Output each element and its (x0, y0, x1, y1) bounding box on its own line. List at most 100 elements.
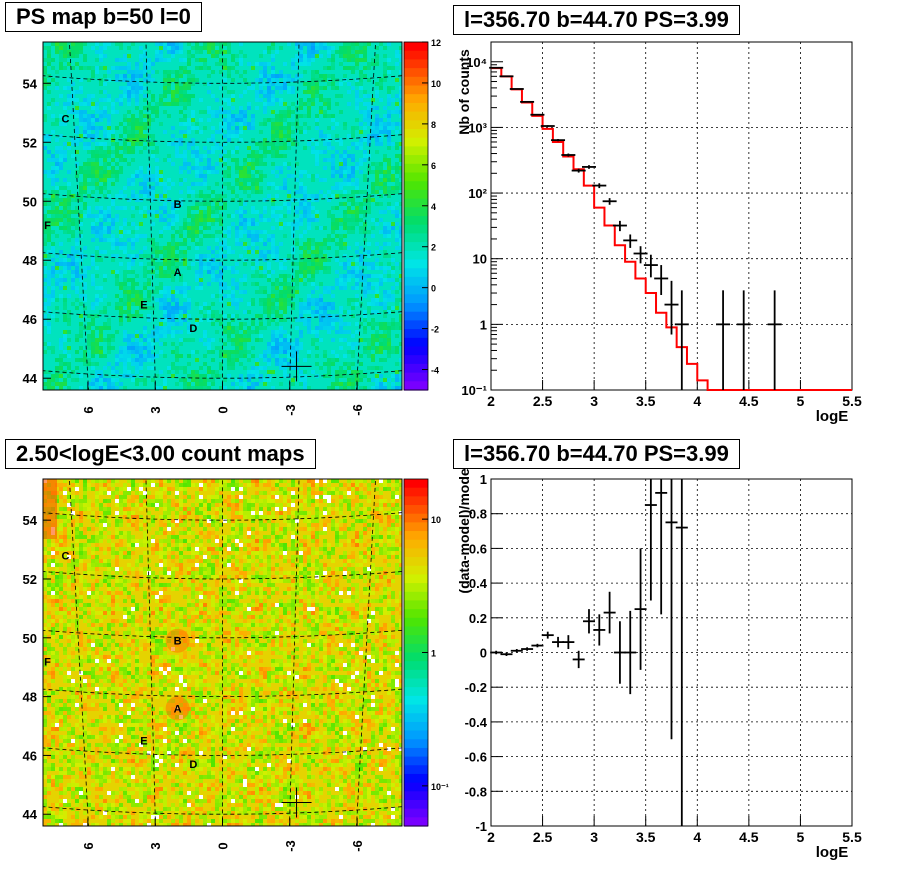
map-pixel (107, 539, 111, 543)
map-pixel (179, 98, 183, 102)
map-pixel (207, 338, 211, 342)
map-pixel (303, 254, 307, 258)
map-pixel (235, 262, 239, 266)
map-pixel (395, 130, 399, 134)
map-pixel (279, 531, 283, 535)
map-pixel (291, 234, 295, 238)
map-pixel (307, 519, 311, 523)
map-pixel (83, 543, 87, 547)
map-pixel (347, 298, 351, 302)
map-pixel (255, 282, 259, 286)
map-pixel (251, 162, 255, 166)
map-pixel (299, 182, 303, 186)
map-pixel (103, 230, 107, 234)
map-pixel (99, 531, 103, 535)
map-pixel (343, 226, 347, 230)
map-pixel (179, 286, 183, 290)
map-pixel (187, 206, 191, 210)
map-pixel (339, 278, 343, 282)
colorbar-segment (404, 155, 428, 164)
map-pixel (155, 146, 159, 150)
map-pixel (99, 206, 103, 210)
map-pixel (215, 274, 219, 278)
map-pixel (367, 523, 371, 527)
map-pixel (235, 182, 239, 186)
map-pixel (363, 290, 367, 294)
map-pixel (147, 134, 151, 138)
map-pixel (167, 222, 171, 226)
map-pixel (107, 378, 111, 382)
map-pixel (99, 539, 103, 543)
map-pixel (315, 539, 319, 543)
map-pixel (355, 66, 359, 70)
map-pixel (63, 154, 67, 158)
map-pixel (355, 162, 359, 166)
map-pixel (207, 310, 211, 314)
map-pixel (179, 354, 183, 358)
map-pixel (239, 234, 243, 238)
map-pixel (195, 174, 199, 178)
map-pixel (315, 162, 319, 166)
map-pixel (163, 210, 167, 214)
map-pixel (247, 378, 251, 382)
map-pixel (83, 282, 87, 286)
map-pixel (271, 290, 275, 294)
map-pixel (283, 274, 287, 278)
map-pixel (59, 527, 63, 531)
map-pixel (231, 350, 235, 354)
map-pixel (375, 150, 379, 154)
map-pixel (151, 515, 155, 519)
map-pixel (359, 491, 363, 495)
map-pixel (75, 210, 79, 214)
map-pixel (255, 186, 259, 190)
map-pixel (59, 535, 63, 539)
map-pixel (311, 194, 315, 198)
map-pixel (195, 483, 199, 487)
map-pixel (331, 62, 335, 66)
map-pixel (55, 190, 59, 194)
map-pixel (363, 330, 367, 334)
map-pixel (379, 182, 383, 186)
map-pixel (119, 382, 123, 386)
map-pixel (187, 495, 191, 499)
map-pixel (167, 507, 171, 511)
map-pixel (179, 366, 183, 370)
map-pixel (355, 270, 359, 274)
map-pixel (343, 150, 347, 154)
map-pixel (227, 102, 231, 106)
map-pixel (327, 134, 331, 138)
map-pixel (307, 126, 311, 130)
map-pixel (87, 342, 91, 346)
map-pixel (123, 483, 127, 487)
map-pixel (331, 487, 335, 491)
map-pixel (359, 479, 363, 483)
map-pixel (59, 346, 63, 350)
map-pixel (199, 202, 203, 206)
map-pixel (215, 62, 219, 66)
map-pixel (171, 226, 175, 230)
map-pixel (243, 166, 247, 170)
map-pixel (55, 206, 59, 210)
map-pixel (367, 118, 371, 122)
map-pixel (63, 150, 67, 154)
map-pixel (323, 246, 327, 250)
map-pixel (155, 495, 159, 499)
map-pixel (83, 102, 87, 106)
map-pixel (383, 302, 387, 306)
map-pixel (379, 527, 383, 531)
map-pixel (275, 338, 279, 342)
map-pixel (375, 386, 379, 390)
map-pixel (275, 346, 279, 350)
map-pixel (267, 234, 271, 238)
map-pixel (315, 491, 319, 495)
map-pixel (115, 214, 119, 218)
map-pixel (187, 170, 191, 174)
map-pixel (123, 186, 127, 190)
map-pixel (71, 274, 75, 278)
map-pixel (207, 503, 211, 507)
map-pixel (267, 310, 271, 314)
map-pixel (331, 527, 335, 531)
map-pixel (199, 174, 203, 178)
map-pixel (355, 118, 359, 122)
map-pixel (307, 495, 311, 499)
